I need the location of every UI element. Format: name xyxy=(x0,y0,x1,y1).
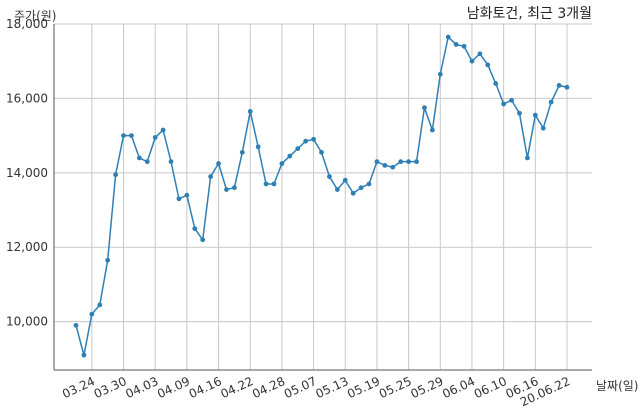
data-point xyxy=(287,153,293,159)
data-point xyxy=(152,135,158,140)
data-point xyxy=(548,99,554,105)
y-tick-label: 12,000 xyxy=(6,240,48,254)
data-point xyxy=(493,81,499,86)
data-point xyxy=(176,196,182,202)
y-tick-label: 14,000 xyxy=(6,166,48,180)
data-point xyxy=(271,181,277,187)
data-point xyxy=(406,159,412,165)
data-point xyxy=(350,190,356,196)
data-point xyxy=(279,161,285,166)
data-point xyxy=(422,105,427,111)
chart-title: 남화토건, 최근 3개월 xyxy=(467,6,592,22)
data-point xyxy=(160,127,166,133)
grid-lines xyxy=(54,23,592,370)
series-line xyxy=(75,36,568,356)
data-point xyxy=(461,43,467,49)
y-tick-label: 10,000 xyxy=(6,315,48,329)
data-point xyxy=(81,352,87,358)
data-point xyxy=(414,159,419,165)
data-point xyxy=(97,302,103,308)
data-point xyxy=(517,110,522,116)
data-point xyxy=(73,322,79,328)
series-price xyxy=(73,34,570,358)
data-point xyxy=(509,97,514,103)
data-point xyxy=(532,112,538,118)
y-tick-label: 18,000 xyxy=(6,17,48,31)
data-point xyxy=(342,177,348,183)
data-point xyxy=(374,159,380,165)
data-point xyxy=(437,71,443,77)
y-tick-label: 16,000 xyxy=(6,91,48,105)
data-point xyxy=(358,185,364,191)
data-point xyxy=(398,159,404,165)
data-point xyxy=(295,146,301,152)
data-point xyxy=(382,162,388,168)
x-tick-labels: 03.2403.3004.0304.0904.1604.2204.2805.07… xyxy=(60,374,572,409)
data-point xyxy=(477,51,483,57)
data-point xyxy=(89,311,95,317)
data-point xyxy=(525,155,530,161)
data-point xyxy=(469,58,475,64)
data-point xyxy=(200,237,206,243)
data-point xyxy=(239,149,245,155)
data-point xyxy=(390,164,396,170)
data-point xyxy=(144,159,150,165)
data-point xyxy=(540,125,546,131)
data-point xyxy=(192,226,198,232)
data-point xyxy=(105,257,111,263)
y-tick-labels: 10,000 12,000 14,000 16,000 18,000 xyxy=(6,17,48,329)
data-point xyxy=(121,133,126,139)
data-point xyxy=(501,101,507,107)
data-point xyxy=(231,185,237,191)
data-point xyxy=(224,187,229,192)
x-axis-title: 날짜(일) xyxy=(596,379,638,393)
data-point xyxy=(216,161,221,166)
data-point xyxy=(327,174,332,179)
data-point xyxy=(136,155,142,161)
data-point xyxy=(366,181,372,187)
data-point xyxy=(453,42,459,47)
data-point xyxy=(208,174,214,179)
data-point xyxy=(334,187,340,192)
data-point xyxy=(247,109,253,114)
data-point xyxy=(168,159,174,165)
data-point xyxy=(319,149,324,155)
data-point xyxy=(184,192,190,198)
data-point xyxy=(485,62,491,68)
axes xyxy=(53,24,592,371)
data-point xyxy=(129,133,134,139)
data-point xyxy=(445,34,451,40)
data-point xyxy=(429,127,435,133)
data-point xyxy=(311,136,316,142)
data-point xyxy=(255,144,261,150)
y-axis-title: 주가(원) xyxy=(14,9,56,23)
data-point xyxy=(303,138,309,144)
data-point xyxy=(263,181,269,187)
data-point xyxy=(564,84,570,90)
data-point xyxy=(556,82,562,88)
data-point xyxy=(113,172,118,178)
